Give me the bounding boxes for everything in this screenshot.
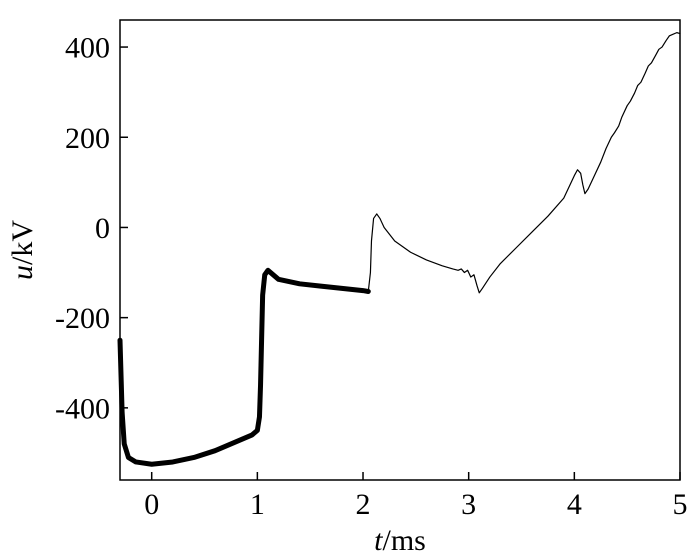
x-tick-label: 4: [567, 488, 582, 521]
y-tick-label: -200: [55, 302, 110, 335]
x-tick-label: 5: [673, 488, 688, 521]
x-tick-label: 1: [250, 488, 265, 521]
y-axis-label: u/kV: [6, 220, 39, 280]
y-tick-label: -400: [55, 392, 110, 425]
y-tick-label: 0: [95, 212, 110, 245]
voltage-time-chart: 0 1 2 3 4 5 -400 -200 0 200 400 t/ms u/kV: [0, 0, 696, 552]
x-axis-label: t/ms: [374, 524, 426, 552]
y-tick-label: 200: [65, 122, 110, 155]
y-tick-label: 400: [65, 32, 110, 65]
chart-svg: 0 1 2 3 4 5 -400 -200 0 200 400 t/ms u/kV: [0, 0, 696, 552]
x-tick-label: 3: [461, 488, 476, 521]
x-tick-label: 2: [356, 488, 371, 521]
x-tick-label: 0: [144, 488, 159, 521]
